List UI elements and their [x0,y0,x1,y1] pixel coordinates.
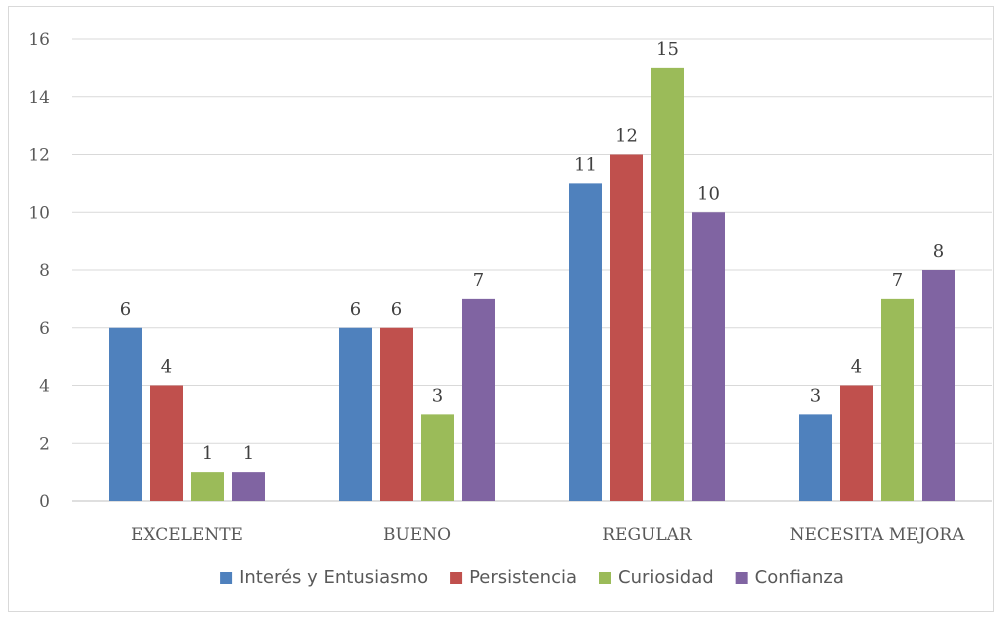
bar [380,327,413,501]
category-label: NECESITA MEJORA [790,525,966,545]
bar [339,327,372,501]
legend: Interés y Entusiasmo Persistencia Curiosid… [220,567,844,588]
y-tick-label: 0 [39,492,50,512]
bar [881,298,914,501]
y-tick-label: 6 [39,319,50,339]
legend-item: Persistencia [450,567,577,588]
bar [922,270,955,501]
legend-label: Persistencia [469,567,577,588]
data-label: 6 [350,299,361,320]
data-label: 3 [432,385,443,406]
bar [462,298,495,501]
y-tick-label: 16 [28,30,50,50]
y-tick-label: 8 [39,261,50,281]
legend-item: Interés y Entusiasmo [220,567,428,588]
bar [421,414,454,501]
data-label: 6 [120,299,131,320]
bar [150,385,183,501]
data-label: 6 [391,299,402,320]
bar [232,472,265,501]
data-label: 8 [933,241,944,262]
y-tick-label: 2 [39,434,50,454]
x-axis-categories: EXCELENTE BUENO REGULAR NECESITA MEJORA [131,525,965,545]
category-label: BUENO [383,525,451,545]
y-axis-ticks: 0 2 4 6 8 10 12 14 16 [28,30,50,512]
legend-swatch [735,572,748,584]
data-label: 12 [615,126,638,147]
category-label: REGULAR [602,525,693,545]
data-label: 15 [656,39,679,60]
gridlines [72,38,992,502]
legend-label: Confianza [755,567,844,588]
bar [799,414,832,501]
data-label: 4 [161,357,172,378]
legend-swatch [599,572,611,584]
bar [692,212,725,501]
y-tick-label: 4 [39,377,50,397]
legend-item: Confianza [735,567,844,588]
bars [109,67,955,501]
bar [651,67,684,501]
data-label: 1 [243,443,254,464]
legend-item: Curiosidad [599,567,714,588]
bar [191,472,224,501]
data-label: 11 [574,154,597,175]
y-tick-label: 14 [28,88,50,108]
data-label: 4 [851,357,862,378]
legend-swatch [450,572,463,584]
chart-frame [8,6,994,612]
data-label: 7 [473,270,484,291]
bar [840,385,873,501]
y-tick-label: 12 [28,146,50,166]
legend-swatch [220,572,233,584]
bar [569,183,602,501]
data-label: 10 [697,183,720,204]
bar [109,327,142,501]
legend-label: Interés y Entusiasmo [239,567,428,588]
bar [610,154,643,501]
data-label: 1 [202,443,213,464]
legend-label: Curiosidad [618,567,714,588]
category-label: EXCELENTE [131,525,243,545]
y-tick-label: 10 [28,203,50,223]
data-label: 7 [892,270,903,291]
data-label: 3 [810,385,821,406]
